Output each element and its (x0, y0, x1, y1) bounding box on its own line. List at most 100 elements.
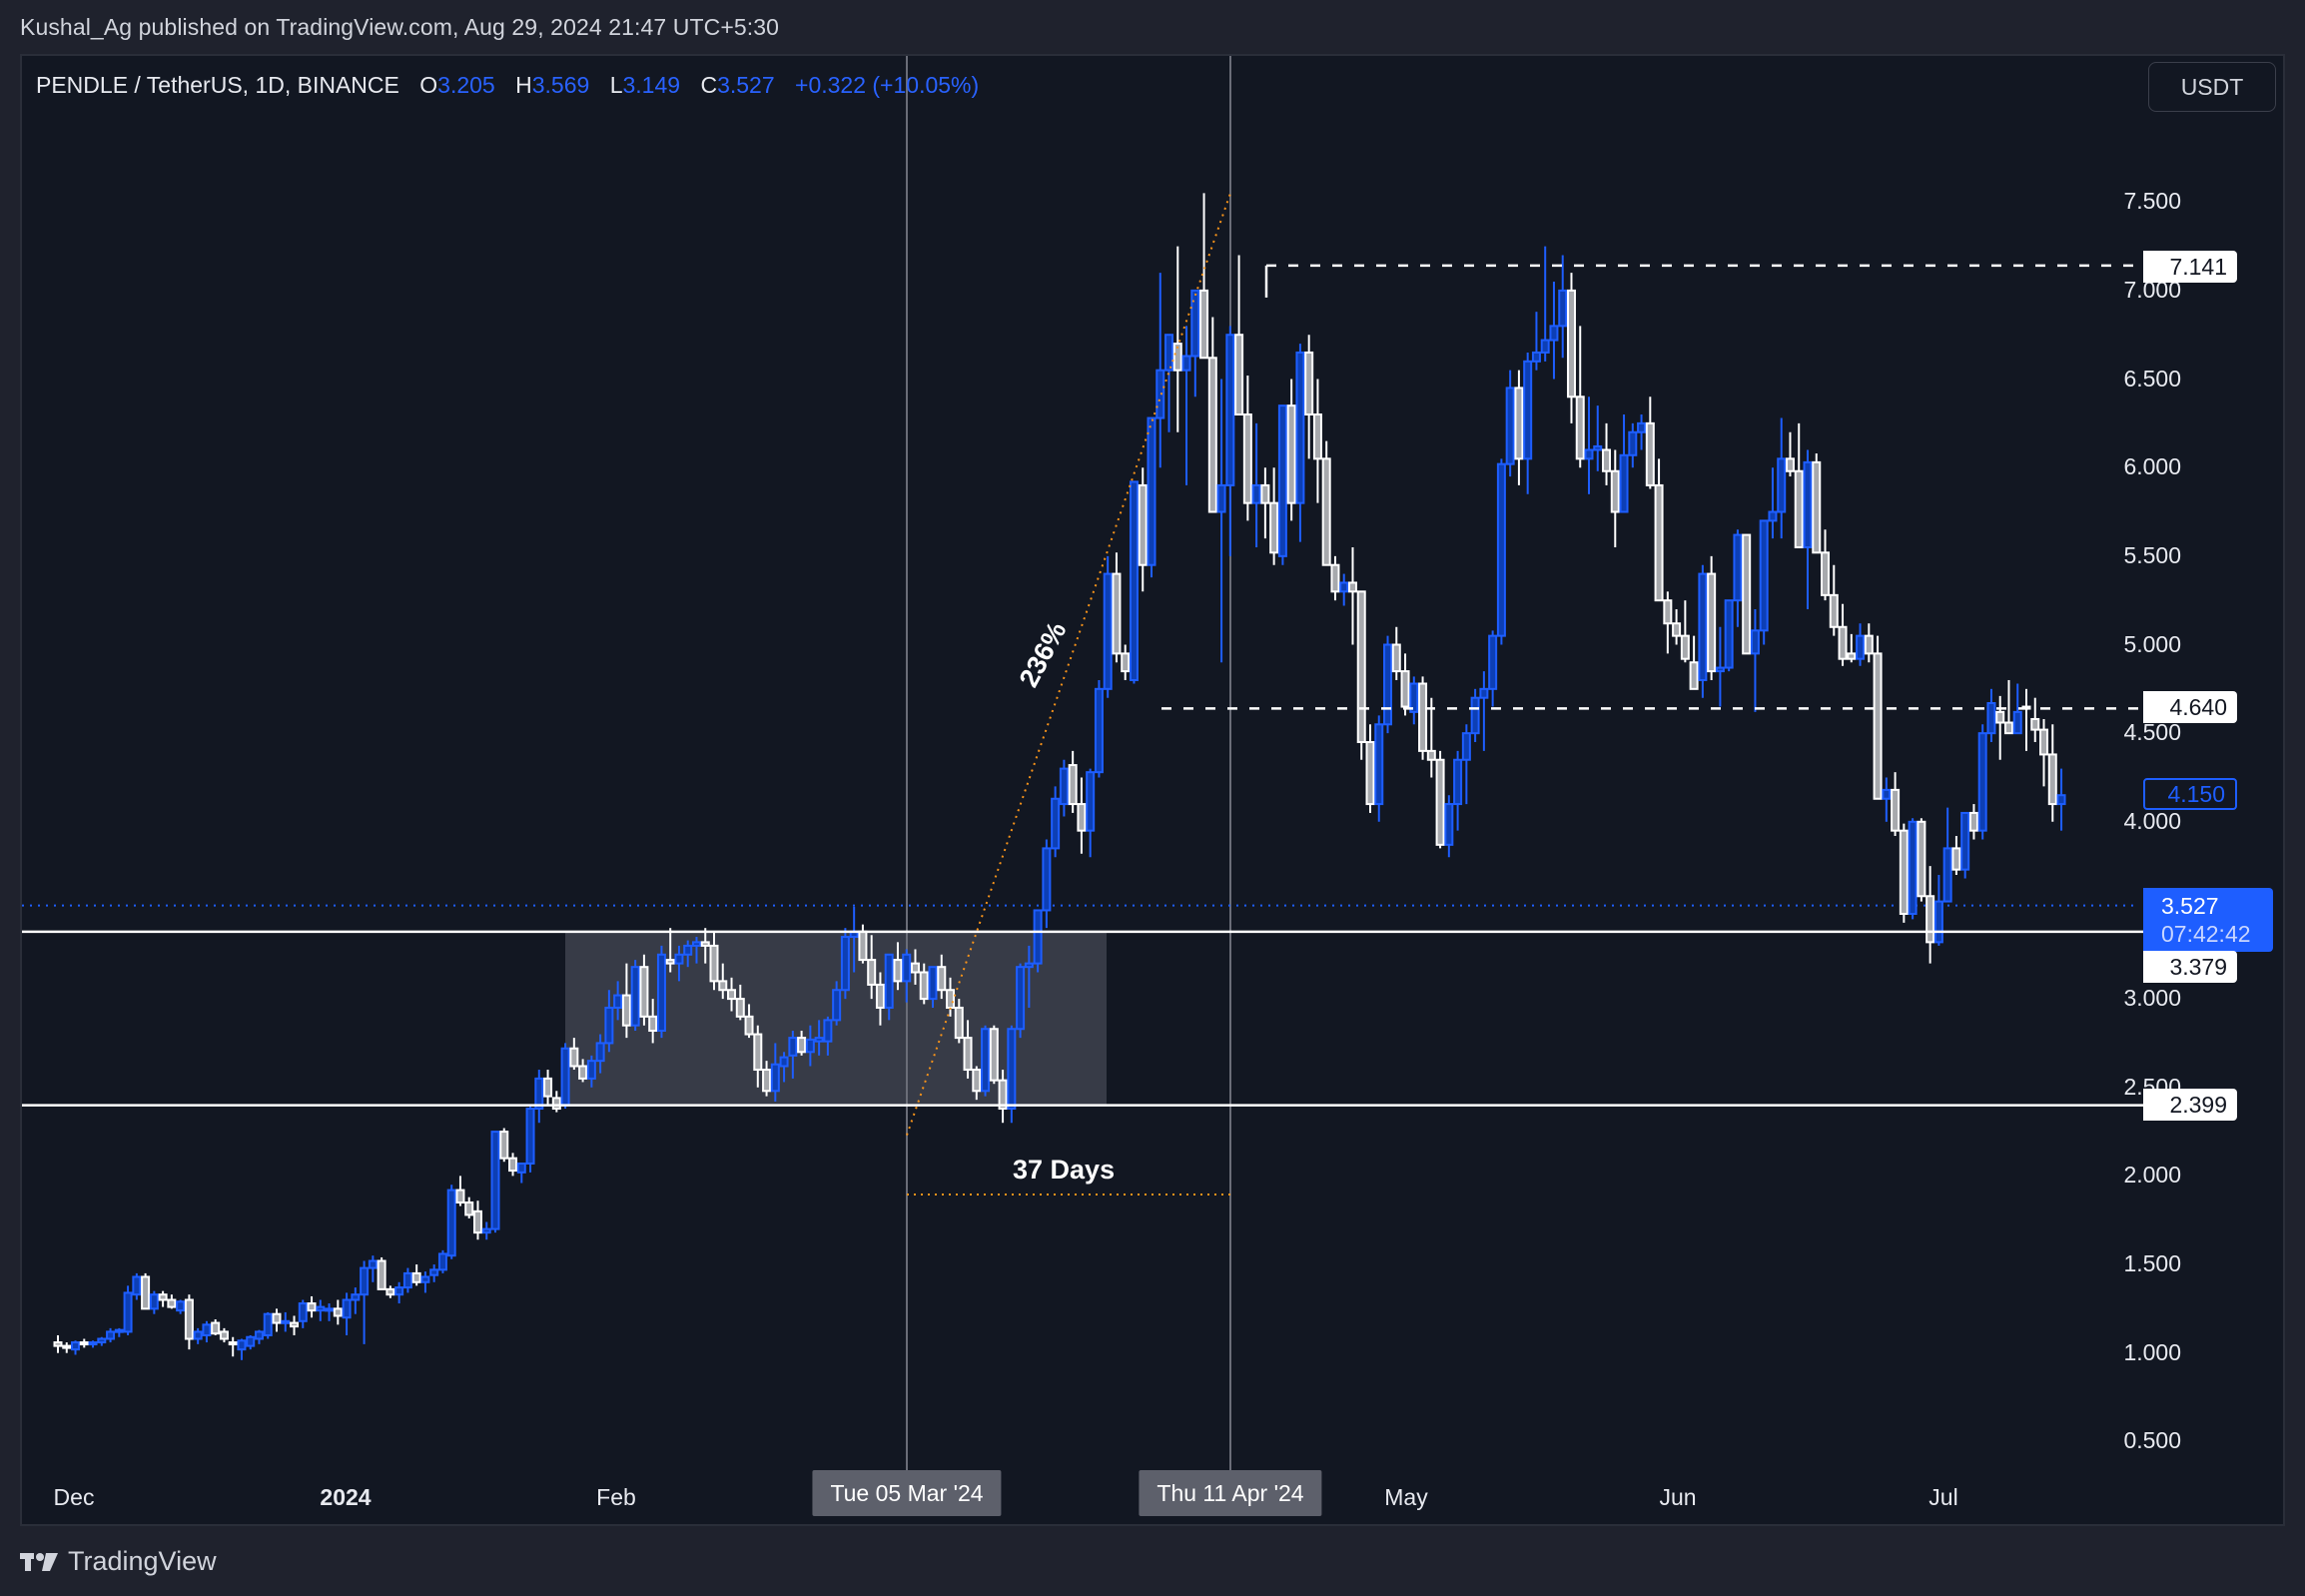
candle (437, 1249, 447, 1273)
candle (1733, 529, 1743, 627)
candle (1129, 480, 1139, 684)
change-value: +0.322 (+10.05%) (795, 72, 980, 98)
candle (1164, 334, 1174, 432)
candle (1042, 839, 1052, 929)
candle (1523, 352, 1533, 494)
candle (1794, 422, 1804, 548)
candle (298, 1299, 308, 1328)
candle (1234, 255, 1244, 416)
candle (1269, 467, 1279, 565)
candle (1295, 344, 1305, 542)
candle (1768, 467, 1778, 539)
candle (1347, 546, 1357, 645)
candle (1821, 529, 1831, 601)
candle (1856, 623, 1866, 666)
candle (1121, 644, 1131, 680)
candle (893, 942, 903, 991)
candle (1829, 564, 1839, 636)
candle (1207, 317, 1217, 513)
currency-button[interactable]: USDT (2148, 62, 2276, 112)
time-tick-label: Jul (1928, 1484, 1958, 1510)
candle (307, 1295, 317, 1318)
candle (1426, 697, 1436, 778)
candle (1838, 603, 1848, 666)
candle (621, 963, 631, 1039)
low-value: 3.149 (622, 72, 681, 98)
candle (1698, 564, 1708, 698)
candle (753, 1025, 763, 1088)
candle (1225, 326, 1235, 556)
footer-brand-text: TradingView (68, 1546, 217, 1576)
candle (1610, 449, 1620, 547)
high-value: 3.569 (531, 72, 590, 98)
candle (560, 1043, 570, 1110)
candle (1584, 397, 1594, 494)
candle (342, 1292, 352, 1335)
candle (1724, 599, 1734, 672)
candle (1181, 326, 1191, 485)
candle (420, 1271, 430, 1293)
chart-pane[interactable] (20, 54, 2285, 1526)
candle (700, 928, 710, 964)
candle (228, 1336, 238, 1357)
candle (902, 949, 912, 1003)
candle (1155, 273, 1165, 468)
candle (604, 990, 614, 1053)
candle (1566, 273, 1576, 423)
candle (1147, 416, 1156, 578)
candle (1312, 379, 1322, 503)
candle (123, 1285, 133, 1335)
candle (1540, 246, 1550, 362)
candle (691, 937, 701, 964)
candle (254, 1329, 264, 1344)
candle (1016, 963, 1026, 1039)
candle (97, 1336, 107, 1346)
candle (1138, 467, 1148, 592)
candle (446, 1185, 456, 1259)
close-label: C (700, 72, 718, 98)
duration-label[interactable]: 37 Days (1013, 1155, 1116, 1185)
price-tick-label: 6.000 (2123, 453, 2181, 480)
candle (246, 1334, 256, 1350)
current-price-tag: 3.527 07:42:42 (2143, 888, 2273, 952)
time-tick-label: May (1384, 1484, 1428, 1510)
candle (184, 1294, 194, 1350)
candle (1216, 379, 1226, 663)
candle (88, 1340, 98, 1348)
candle (1715, 626, 1725, 707)
candle (167, 1294, 177, 1309)
level-tag-7141: 7.141 (2143, 251, 2237, 283)
candle (928, 966, 938, 1008)
candle (1951, 835, 1961, 875)
candle (727, 977, 737, 1012)
candle (972, 1066, 982, 1101)
price-tick-label: 1.500 (2123, 1250, 2181, 1277)
symbol-label[interactable]: PENDLE / TetherUS, 1D, BINANCE (36, 72, 399, 98)
candle (613, 981, 623, 1021)
candle (211, 1319, 221, 1335)
candle (1917, 818, 1926, 902)
price-tick-label: 6.500 (2123, 365, 2181, 392)
candle-countdown: 07:42:42 (2161, 921, 2251, 947)
candle (499, 1128, 509, 1163)
candle (1391, 626, 1401, 680)
candle (481, 1221, 491, 1240)
candle (586, 1055, 596, 1088)
candle (1812, 453, 1822, 554)
candle (858, 924, 868, 964)
candle (132, 1272, 142, 1300)
candle (325, 1303, 335, 1321)
candle (385, 1285, 395, 1298)
candle (464, 1197, 474, 1218)
candle (867, 935, 877, 1000)
price-tick-label: 4.500 (2123, 719, 2181, 746)
candle (1409, 676, 1419, 725)
time-tick-label: Dec (53, 1484, 95, 1510)
candle (333, 1299, 343, 1325)
candle (1112, 552, 1122, 663)
footer-brand[interactable]: TradingView (20, 1546, 217, 1577)
candle (1488, 630, 1498, 707)
candle (1190, 289, 1200, 398)
candle (2056, 768, 2066, 831)
